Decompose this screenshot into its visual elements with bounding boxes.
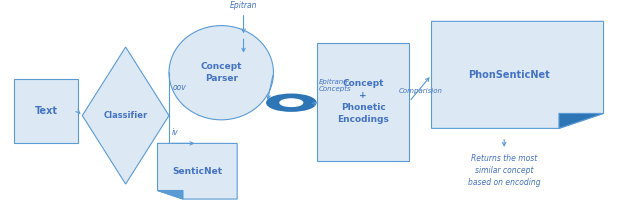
Polygon shape xyxy=(559,113,604,128)
Polygon shape xyxy=(157,190,183,199)
Text: Concept
Parser: Concept Parser xyxy=(200,62,242,83)
Polygon shape xyxy=(83,47,169,184)
Text: Epitran+
Concepts: Epitran+ Concepts xyxy=(319,79,351,92)
Circle shape xyxy=(267,95,316,111)
Text: Classifier: Classifier xyxy=(104,111,148,120)
Polygon shape xyxy=(157,143,237,199)
Text: oov: oov xyxy=(172,83,186,92)
Text: Epitran: Epitran xyxy=(230,1,257,10)
Text: iv: iv xyxy=(172,128,179,137)
Text: Returns the most
similar concept
based on encoding: Returns the most similar concept based o… xyxy=(468,154,540,187)
Bar xyxy=(14,79,78,143)
Text: SenticNet: SenticNet xyxy=(172,167,222,176)
Circle shape xyxy=(280,99,303,107)
Bar xyxy=(317,43,409,161)
Text: Comparision: Comparision xyxy=(398,88,442,94)
Text: PhonSenticNet: PhonSenticNet xyxy=(468,70,550,80)
Polygon shape xyxy=(431,21,604,128)
Text: Concept
+
Phonetic
Encodings: Concept + Phonetic Encodings xyxy=(337,80,389,124)
Ellipse shape xyxy=(169,26,273,120)
Text: Text: Text xyxy=(35,106,58,116)
